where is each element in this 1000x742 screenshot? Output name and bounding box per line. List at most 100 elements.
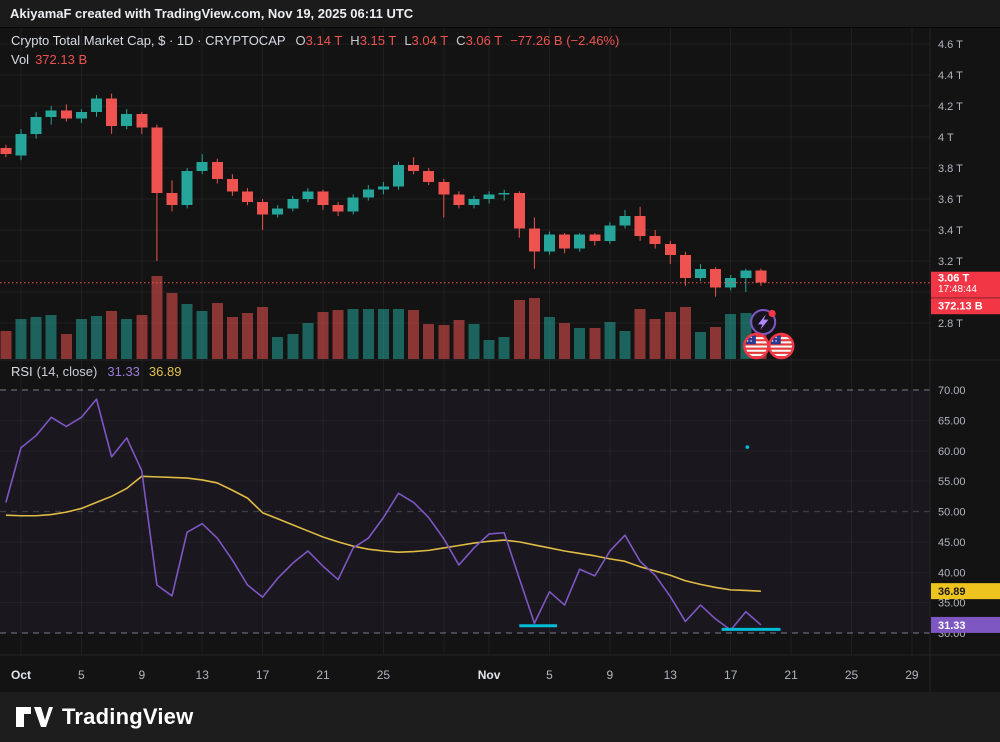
volume-value: 372.13 B (35, 52, 88, 67)
volume-bar (710, 327, 722, 359)
time-axis-label[interactable]: 21 (316, 668, 330, 682)
volume-bar (664, 312, 676, 359)
rsi-value: 31.33 (107, 364, 140, 379)
rsi-name[interactable]: RSI (11, 364, 33, 379)
candle-body (272, 208, 284, 215)
price-axis-tick: 2.8 T (938, 318, 963, 330)
candle-body (408, 164, 420, 172)
time-axis-label[interactable]: 25 (377, 668, 391, 682)
candle-body (710, 268, 722, 288)
time-axis-label[interactable]: 17 (724, 668, 738, 682)
candle-body (91, 98, 102, 113)
time-axis-label[interactable]: 5 (546, 668, 553, 682)
flag-stripe (745, 339, 768, 342)
volume-bar (453, 320, 465, 359)
bar-countdown-label: 17:48:44 (938, 284, 977, 295)
time-axis-label[interactable]: 21 (784, 668, 798, 682)
candle-body (226, 178, 238, 192)
volume-bar (181, 304, 193, 359)
rsi-axis-tick: 60.00 (938, 446, 966, 458)
volume-bar (589, 328, 601, 359)
candle-body (679, 254, 691, 279)
candle-body (483, 194, 495, 199)
time-axis-label[interactable]: 13 (664, 668, 678, 682)
flag-stripe (770, 351, 793, 354)
volume-bar (695, 332, 706, 359)
volume-bar (393, 309, 404, 359)
candle-body (121, 113, 133, 127)
tradingview-logo-icon[interactable] (15, 701, 53, 733)
symbol-title[interactable]: Crypto Total Market Cap, $ · 1D · CRYPTO… (11, 33, 286, 48)
time-axis-label[interactable]: 13 (196, 668, 210, 682)
volume-bar (75, 319, 87, 359)
volume-bar (332, 310, 344, 359)
candle-body (634, 216, 646, 237)
candle-body (695, 268, 706, 279)
candle-body (544, 234, 555, 252)
price-axis-tick: 4 T (938, 132, 954, 144)
change-value: −77.26 B (−2.46%) (510, 33, 620, 48)
tradingview-wordmark[interactable]: TradingView (62, 704, 194, 729)
volume-bar (106, 311, 118, 359)
watermark-attribution-text: AkiyamaF created with TradingView.com, N… (10, 6, 414, 21)
flag-star (750, 340, 752, 342)
flag-ring (768, 332, 795, 360)
open-label: O (295, 33, 306, 48)
time-axis-label[interactable]: Nov (478, 668, 501, 682)
rsi-line (5, 398, 762, 631)
time-axis-label[interactable]: 5 (78, 668, 85, 682)
flag-stripe (770, 343, 793, 346)
volume-bar (604, 322, 616, 359)
candle-body (302, 191, 314, 199)
lightning-bolt-icon (757, 314, 769, 330)
volume-label[interactable]: Vol (11, 52, 30, 67)
us-flag-event-icon[interactable] (768, 332, 795, 360)
volume-bar (60, 334, 72, 359)
time-axis-label[interactable]: 29 (905, 668, 919, 682)
time-axis-label[interactable]: 9 (138, 668, 145, 682)
candle-body (740, 270, 752, 279)
volume-bar (91, 316, 102, 359)
candle-body (498, 192, 510, 195)
price-axis-tick: 3.8 T (938, 163, 963, 175)
volume-bar (0, 331, 12, 359)
price-axis-tick: 4.2 T (938, 101, 963, 113)
events-lightning-icon[interactable] (750, 309, 777, 335)
price-axis-tick: 3.4 T (938, 225, 963, 237)
candle-body (15, 133, 27, 156)
flag-stripe (770, 339, 793, 342)
open-value: 3.14 T (305, 33, 343, 48)
flag-star (775, 336, 777, 339)
flag-stripe (745, 343, 768, 346)
flag-star (775, 340, 777, 342)
high-label: H (350, 33, 360, 48)
flag-stripe (745, 356, 768, 357)
candle-body (106, 98, 118, 127)
rsi-axis-tick: 55.00 (938, 476, 966, 488)
us-flag-event-icon[interactable] (743, 332, 770, 360)
symbol-legend: Crypto Total Market Cap, $ · 1D · CRYPTO… (11, 32, 619, 68)
flag-stripe (770, 356, 793, 357)
candle-body (347, 197, 359, 212)
volume-bar (121, 319, 133, 359)
flag-star (747, 340, 749, 342)
volume-bar (196, 311, 208, 359)
candle-body (755, 270, 767, 283)
flag-stripe (770, 335, 793, 338)
volume-bar (272, 337, 284, 359)
volume-bar (423, 324, 435, 359)
volume-bar (317, 312, 329, 359)
time-axis-label[interactable]: Oct (11, 668, 31, 682)
close-label: C (456, 33, 466, 48)
volume-bar (226, 317, 238, 359)
candle-body (196, 161, 208, 172)
volume-bar (679, 307, 691, 359)
high-value: 3.15 T (359, 33, 397, 48)
candle-body (60, 110, 72, 119)
time-axis-label[interactable]: 17 (256, 668, 270, 682)
time-axis-label[interactable]: 25 (845, 668, 859, 682)
volume-bar (287, 334, 299, 359)
volume-bar (408, 310, 420, 359)
time-axis-label[interactable]: 9 (607, 668, 614, 682)
